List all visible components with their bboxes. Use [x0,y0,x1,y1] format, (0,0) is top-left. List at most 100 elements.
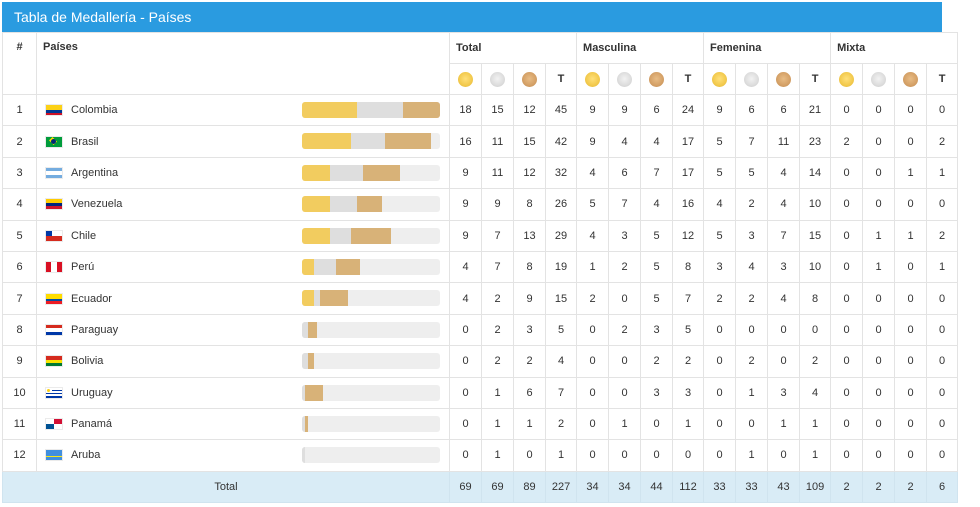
silver-medal-icon [617,71,633,87]
total-total-column-header: T [544,63,578,95]
mixta-gold-cell: 0 [830,93,864,127]
totals-femenina-silver-cell: 33 [735,470,769,504]
femenina-gold-cell: 5 [703,219,737,252]
totals-mixta-total-cell: 6 [926,470,959,504]
total-total-cell: 5 [544,313,578,347]
mixta-bronze-column-header [894,63,928,95]
bronze-medal-icon [903,71,919,87]
mixta-total-cell: 1 [926,156,959,190]
country-name: Uruguay [71,386,113,399]
total-gold-cell: 16 [449,125,482,158]
masculina-total-cell: 16 [672,188,705,221]
total-bronze-cell: 3 [513,313,546,347]
femenina-total-cell: 0 [799,313,832,347]
bronze-segment [308,321,318,338]
masculina-total-cell: 2 [672,345,705,378]
masculina-gold-cell: 1 [576,250,610,284]
table-row: 3 Argentina 9 11 12 32 4 6 7 17 5 5 4 14 0 0 1 1 [2,156,959,190]
bolivia-flag-icon [45,355,63,368]
mixta-gold-cell: 0 [830,345,864,378]
bronze-medal-icon [776,71,792,87]
country-name: Colombia [71,104,118,117]
masculina-bronze-cell: 5 [640,282,674,315]
masculina-total-cell: 3 [672,376,705,409]
total-silver-cell: 11 [481,156,514,190]
total-total-cell: 2 [544,407,578,441]
femenina-silver-cell: 4 [735,250,769,284]
mixta-gold-cell: 0 [830,282,864,315]
gold-medal-icon [585,71,601,87]
masculina-gold-cell: 0 [576,376,610,409]
panama-flag-icon [45,418,63,431]
medal-distribution-bar [302,196,440,213]
medal-distribution-bar [302,321,440,338]
total-silver-cell: 2 [481,282,514,315]
mixta-total-cell: 2 [926,219,959,252]
total-silver-cell: 11 [481,125,514,158]
group-header-femenina: Femenina [703,32,832,64]
totals-total-total-cell: 227 [544,470,578,504]
total-bronze-cell: 8 [513,250,546,284]
masculina-bronze-column-header [640,63,674,95]
mixta-bronze-cell: 0 [894,250,928,284]
femenina-total-cell: 15 [799,219,832,252]
table-row: 5 Chile 9 7 13 29 4 3 5 12 5 3 7 15 0 1 1 2 [2,219,959,252]
country-cell: Paraguay [36,313,450,347]
country-cell: Ecuador [36,282,450,315]
country-name: Venezuela [71,198,123,211]
femenina-bronze-cell: 11 [767,125,801,158]
totals-total-bronze-cell: 89 [513,470,546,504]
masculina-silver-cell: 0 [608,345,642,378]
silver-segment [302,384,306,401]
bronze-segment [305,384,324,401]
mixta-gold-cell: 0 [830,156,864,190]
femenina-silver-cell: 0 [735,407,769,441]
totals-masculina-total-cell: 112 [672,470,705,504]
total-bronze-cell: 6 [513,376,546,409]
femenina-bronze-cell: 0 [767,439,801,472]
bronze-medal-icon [649,71,665,87]
femenina-total-cell: 8 [799,282,832,315]
medal-distribution-bar [302,102,440,118]
total-silver-column-header [481,63,514,95]
femenina-silver-cell: 7 [735,125,769,158]
rank-cell: 7 [2,282,37,315]
masculina-total-cell: 12 [672,219,705,252]
country-cell: Argentina [36,156,450,190]
total-gold-cell: 0 [449,313,482,347]
medal-table-widget: Tabla de Medallería - Países # Países To… [2,2,959,504]
country-cell: Brasil [36,125,450,158]
silver-medal-icon [490,71,505,87]
femenina-gold-cell: 2 [703,282,737,315]
silver-segment [302,447,306,464]
mixta-gold-cell: 0 [830,250,864,284]
masculina-total-cell: 0 [672,439,705,472]
gold-medal-icon [712,71,728,87]
uruguay-flag-icon [45,386,63,399]
medal-distribution-bar [302,290,440,307]
mixta-silver-cell: 0 [862,188,896,221]
total-gold-column-header [449,63,482,95]
femenina-bronze-cell: 1 [767,407,801,441]
rank-cell: 6 [2,250,37,284]
medal-distribution-bar [302,133,440,150]
femenina-bronze-cell: 4 [767,156,801,190]
mixta-silver-cell: 0 [862,125,896,158]
medal-distribution-bar [302,353,440,370]
mixta-total-cell: 0 [926,439,959,472]
total-silver-cell: 2 [481,313,514,347]
masculina-gold-cell: 4 [576,156,610,190]
femenina-gold-cell: 4 [703,188,737,221]
silver-segment [314,290,321,307]
mixta-total-cell: 1 [926,250,959,284]
masculina-total-cell: 7 [672,282,705,315]
silver-segment [329,164,364,181]
total-silver-cell: 9 [481,188,514,221]
country-name: Paraguay [71,323,119,336]
totals-femenina-gold-cell: 33 [703,470,737,504]
total-bronze-cell: 9 [513,282,546,315]
total-gold-cell: 0 [449,345,482,378]
masculina-silver-cell: 3 [608,219,642,252]
mixta-bronze-cell: 0 [894,125,928,158]
